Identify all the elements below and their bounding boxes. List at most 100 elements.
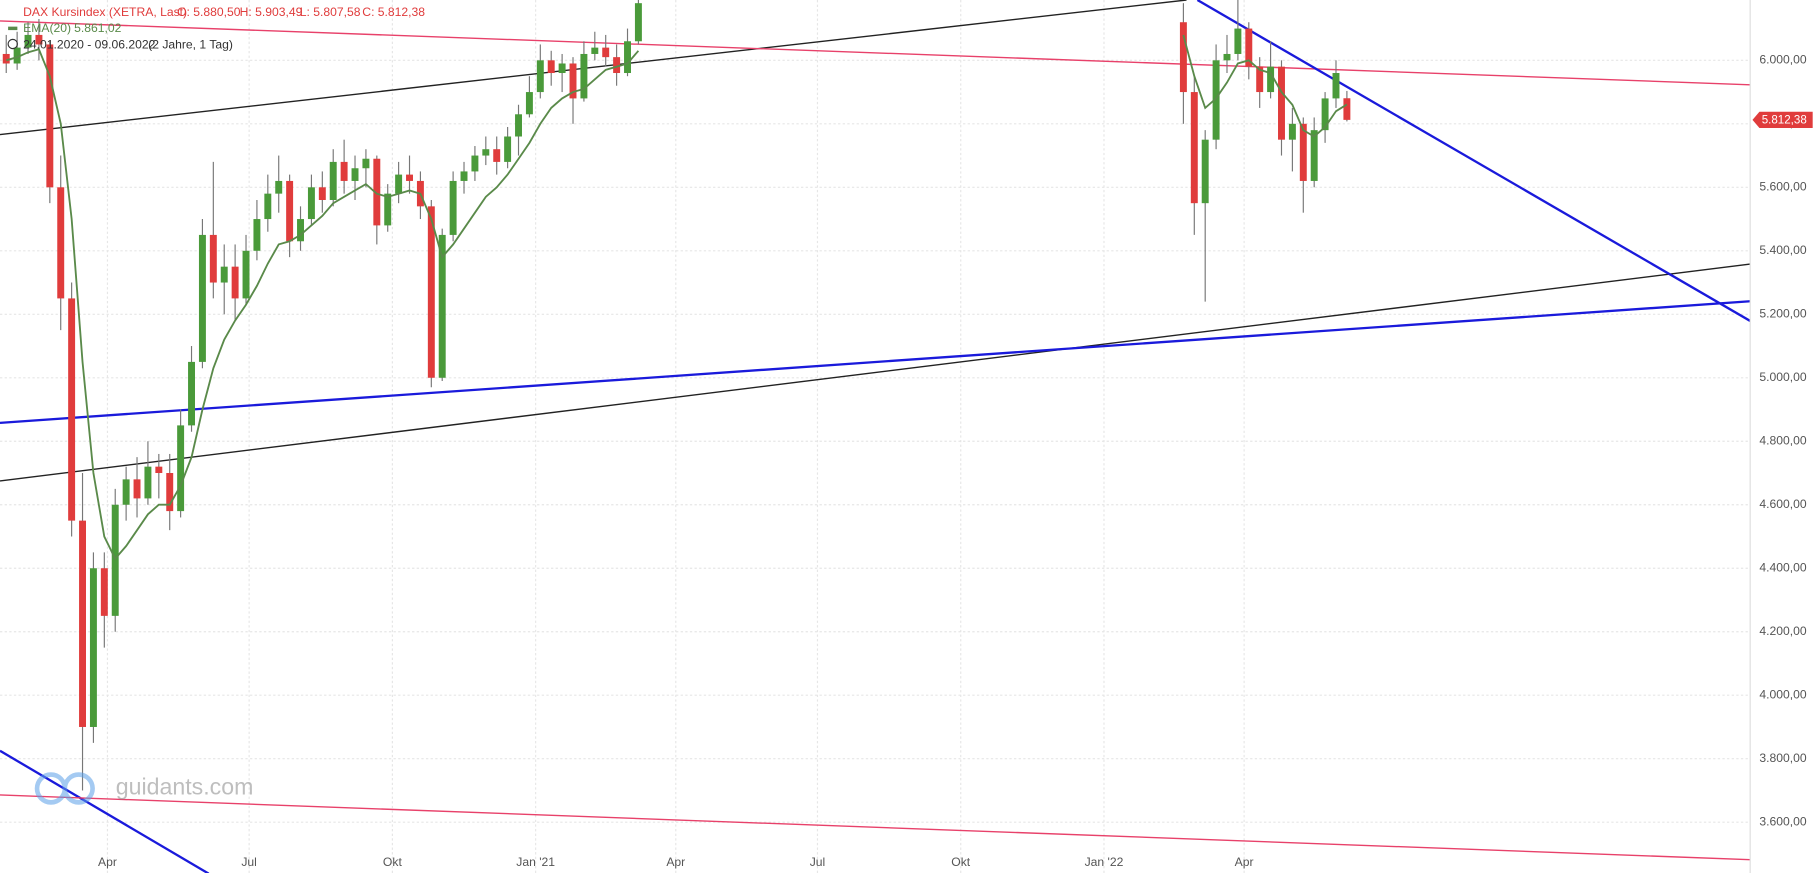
candle-body: [35, 34, 43, 45]
candle-body: [188, 361, 195, 426]
legend-low: L: 5.807,58: [300, 5, 361, 19]
candle-body: [46, 44, 54, 188]
candle-body: [24, 34, 32, 48]
x-tick-label: Apr: [98, 855, 117, 869]
candle-body: [362, 158, 370, 169]
trendline: [0, 749, 210, 873]
candle-body: [515, 114, 522, 137]
y-tick-label: 5.600,00: [1759, 180, 1807, 194]
candle-body: [536, 60, 544, 93]
candle-body: [264, 193, 272, 220]
y-tick-label: 5.400,00: [1759, 243, 1807, 257]
x-tick-label: Okt: [951, 855, 971, 869]
candle-body: [329, 161, 337, 200]
candle-body: [297, 219, 304, 242]
candle-body: [68, 298, 76, 521]
candle-body: [1201, 139, 1209, 204]
trendlines: [0, 0, 1751, 873]
candle-body: [1212, 60, 1220, 140]
candle-body: [155, 466, 163, 474]
candle-body: [231, 266, 239, 299]
candle-body: [602, 47, 610, 58]
candle-body: [493, 149, 501, 162]
trendline: [0, 0, 1187, 136]
candle-body: [525, 92, 533, 115]
legend: DAX Kursindex (XETRA, Last) O: 5.880,50 …: [7, 5, 425, 51]
candle-body: [624, 41, 631, 74]
candle-body: [504, 136, 512, 162]
legend-title: DAX Kursindex (XETRA, Last): [23, 5, 187, 19]
candle-body: [100, 568, 108, 616]
y-tick-label: 5.200,00: [1759, 306, 1807, 320]
watermark: guidants.com: [34, 772, 254, 805]
price-tag: 5.812,38: [1752, 111, 1813, 128]
candle-body: [460, 171, 468, 181]
price-tag-box: [1752, 111, 1813, 128]
x-tick-label: Jul: [810, 855, 826, 869]
candle-body: [1278, 66, 1285, 140]
candle-body: [438, 234, 446, 378]
candle-body: [580, 53, 588, 99]
candle-body: [427, 206, 435, 378]
y-tick-label: 4.200,00: [1759, 624, 1807, 638]
clock-icon: [7, 38, 18, 50]
candle-body: [242, 250, 250, 299]
x-tick-label: Apr: [1235, 855, 1254, 869]
candle-body: [1223, 53, 1231, 61]
candle-body: [569, 63, 577, 99]
candle-body: [1267, 66, 1275, 93]
candle-body: [275, 180, 283, 194]
candle-body: [79, 520, 86, 727]
trendline: [0, 263, 1751, 482]
x-tick-label: Jan '22: [1085, 855, 1124, 869]
x-tick-label: Jan '21: [516, 855, 555, 869]
candle-body: [144, 466, 152, 499]
watermark-text: guidants.com: [116, 774, 254, 800]
candle-body: [1310, 130, 1318, 181]
candle-body: [558, 63, 566, 74]
ema-line: [5, 48, 640, 561]
candle-body: [1234, 28, 1242, 54]
y-tick-label: 4.400,00: [1759, 560, 1807, 574]
candle-body: [395, 174, 403, 194]
legend-high: H: 5.903,49: [240, 5, 303, 19]
candle-body: [471, 155, 479, 172]
candle-body: [1179, 22, 1187, 93]
legend-ema-value: 5.861,02: [74, 21, 122, 35]
trendline: [0, 20, 1751, 86]
y-tick-label: 4.600,00: [1759, 497, 1807, 511]
candle-body: [1299, 123, 1307, 181]
candle-body: [406, 174, 413, 181]
candle-body: [1321, 98, 1329, 131]
candles: [2, 0, 1351, 791]
candle-body: [166, 473, 174, 512]
candle-body: [482, 149, 490, 156]
ema-line: [1182, 34, 1348, 138]
candle-body: [286, 180, 294, 242]
candle-body: [373, 158, 381, 226]
candle-body: [1288, 123, 1296, 140]
y-tick-label: 5.000,00: [1759, 370, 1807, 384]
candle-body: [2, 53, 10, 64]
candle-body: [351, 168, 359, 181]
candle-body: [1256, 66, 1264, 93]
legend-swatch: [8, 26, 18, 31]
candle-body: [1190, 92, 1198, 204]
legend-open: O: 5.880,50: [177, 5, 241, 19]
candle-body: [318, 187, 326, 200]
legend-range: 24.01.2020 - 09.06.2022: [23, 37, 156, 51]
trendline: [1196, 0, 1751, 322]
candle-body: [122, 479, 130, 505]
candle-body: [209, 234, 217, 283]
candle-body: [111, 504, 119, 616]
y-tick-label: 6.000,00: [1759, 53, 1807, 67]
logo: [62, 772, 95, 805]
candle-body: [13, 47, 21, 64]
candle-body: [253, 219, 261, 251]
candle-body: [220, 266, 228, 283]
candle-body: [89, 568, 97, 727]
candle-body: [340, 161, 348, 181]
candle-body: [634, 3, 642, 42]
